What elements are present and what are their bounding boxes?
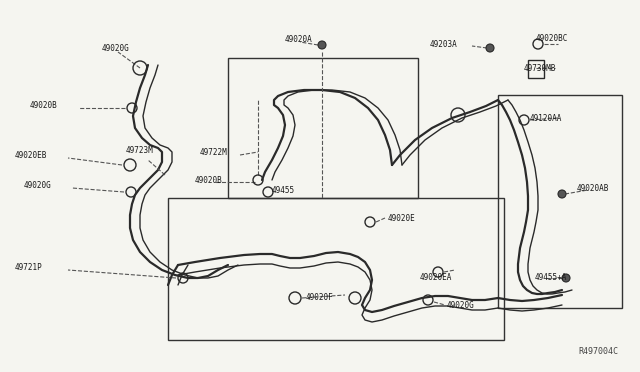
Bar: [498, 95, 622, 308]
Circle shape: [318, 41, 326, 49]
Text: 49723M: 49723M: [126, 145, 154, 154]
Text: 49455+A: 49455+A: [535, 273, 568, 282]
Text: 49020B: 49020B: [30, 100, 58, 109]
Text: 49722M: 49722M: [200, 148, 228, 157]
Text: 49020G: 49020G: [447, 301, 475, 310]
Text: 49020BC: 49020BC: [536, 33, 568, 42]
Text: 49730MB: 49730MB: [524, 64, 556, 73]
Text: 49203A: 49203A: [430, 39, 458, 48]
Text: 49020G: 49020G: [102, 44, 130, 52]
Text: 49120AA: 49120AA: [530, 113, 563, 122]
Text: 49020A: 49020A: [285, 35, 313, 44]
Bar: [228, 58, 418, 198]
Text: 49721P: 49721P: [15, 263, 43, 273]
Text: 49020EB: 49020EB: [15, 151, 47, 160]
Circle shape: [558, 190, 566, 198]
Text: 49020EA: 49020EA: [420, 273, 452, 282]
Circle shape: [562, 274, 570, 282]
Text: R497004C: R497004C: [578, 347, 618, 356]
Text: 49020E: 49020E: [388, 214, 416, 222]
Bar: [528, 60, 544, 78]
Text: 49020B: 49020B: [195, 176, 223, 185]
Circle shape: [486, 44, 494, 52]
Text: 49020AB: 49020AB: [577, 183, 609, 192]
Text: 49020F: 49020F: [306, 294, 333, 302]
Text: 49020G: 49020G: [24, 180, 52, 189]
Bar: [168, 198, 504, 340]
Text: 49455: 49455: [272, 186, 295, 195]
